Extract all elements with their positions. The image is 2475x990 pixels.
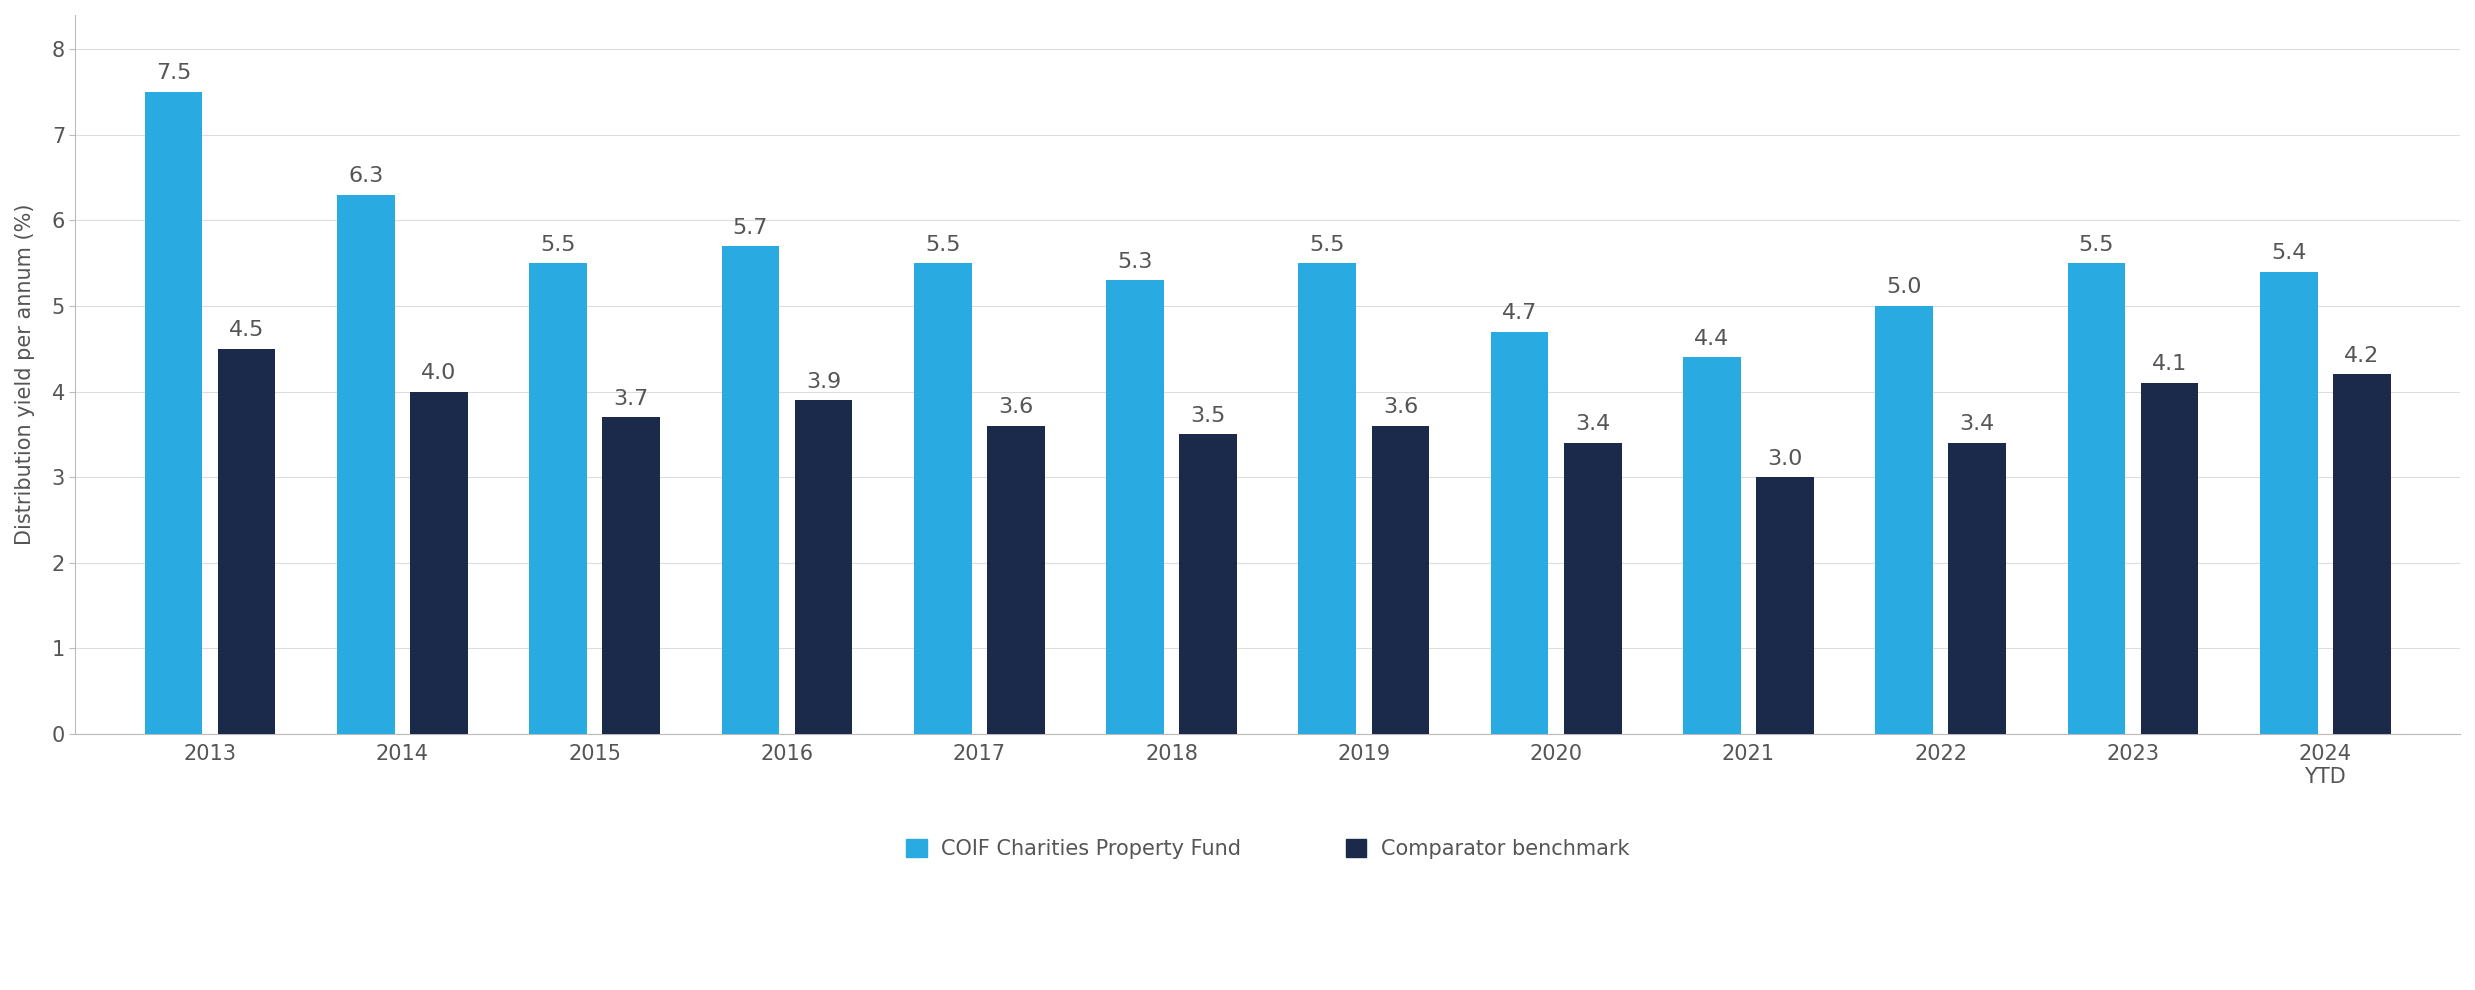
Text: 4.0: 4.0 [421, 363, 455, 383]
Text: 5.5: 5.5 [540, 235, 577, 254]
Text: 4.5: 4.5 [228, 320, 265, 341]
Bar [2260, 272, 2317, 734]
Bar [2067, 263, 2126, 734]
Bar [1757, 477, 1814, 734]
Bar [1490, 332, 1549, 734]
Text: 3.0: 3.0 [1767, 448, 1802, 468]
Text: 3.6: 3.6 [1384, 397, 1418, 417]
Bar [913, 263, 973, 734]
Text: 3.6: 3.6 [997, 397, 1035, 417]
Bar [794, 400, 851, 734]
Bar [1683, 357, 1740, 734]
Bar [144, 92, 203, 734]
Text: 7.5: 7.5 [156, 63, 191, 83]
Bar [1106, 280, 1163, 734]
Text: 4.1: 4.1 [2151, 354, 2188, 374]
Bar [1564, 443, 1621, 734]
Text: 3.4: 3.4 [1574, 415, 1611, 435]
Bar [2334, 374, 2391, 734]
Bar [337, 195, 394, 734]
Bar [1371, 426, 1428, 734]
Text: 5.3: 5.3 [1116, 251, 1153, 272]
Text: 5.0: 5.0 [1886, 277, 1923, 297]
Bar [1876, 306, 1933, 734]
Bar [218, 348, 275, 734]
Text: 6.3: 6.3 [349, 166, 384, 186]
Legend: COIF Charities Property Fund, Comparator benchmark: COIF Charities Property Fund, Comparator… [898, 831, 1638, 867]
Text: 4.2: 4.2 [2344, 346, 2378, 366]
Text: 5.5: 5.5 [2079, 235, 2114, 254]
Text: 3.5: 3.5 [1190, 406, 1225, 426]
Text: 5.7: 5.7 [733, 218, 767, 238]
Bar [411, 392, 468, 734]
Bar [601, 417, 661, 734]
Bar [1948, 443, 2007, 734]
Bar [530, 263, 587, 734]
Bar [723, 247, 780, 734]
Text: 4.7: 4.7 [1502, 303, 1537, 323]
Text: 5.5: 5.5 [1309, 235, 1344, 254]
Bar [2141, 383, 2198, 734]
Y-axis label: Distribution yield per annum (%): Distribution yield per annum (%) [15, 204, 35, 545]
Text: 3.9: 3.9 [807, 371, 842, 392]
Text: 5.5: 5.5 [926, 235, 960, 254]
Text: 3.7: 3.7 [614, 389, 648, 409]
Text: 4.4: 4.4 [1695, 329, 1730, 348]
Text: 5.4: 5.4 [2272, 244, 2307, 263]
Bar [1299, 263, 1356, 734]
Text: 3.4: 3.4 [1960, 415, 1995, 435]
Bar [988, 426, 1044, 734]
Bar [1178, 435, 1238, 734]
